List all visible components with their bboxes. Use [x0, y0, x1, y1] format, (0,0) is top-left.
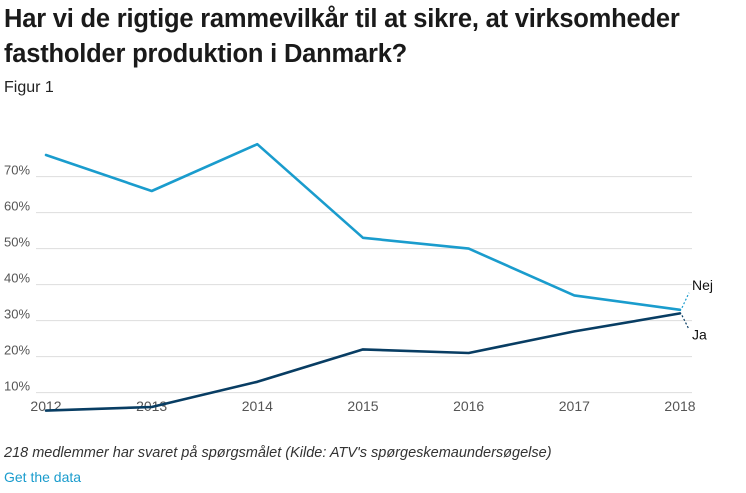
x-tick-label: 2015	[347, 398, 378, 414]
x-tick-label: 2017	[559, 398, 590, 414]
y-tick-label: 10%	[4, 379, 30, 394]
x-tick-label: 2018	[664, 398, 695, 414]
gridlines	[36, 176, 692, 394]
series-line-ja	[44, 312, 682, 412]
y-tick-label: 40%	[4, 271, 30, 286]
y-tick-label: 30%	[4, 307, 30, 322]
source-note: 218 medlemmer har svaret på spørgsmålet …	[4, 445, 552, 461]
series-label-ja: Ja	[692, 326, 707, 342]
x-axis-ticks: 2012 2013 2014 2015 2016 2017 2018	[30, 398, 695, 414]
y-tick-label: 60%	[4, 199, 30, 214]
label-leader-ja	[681, 315, 690, 330]
y-tick-label: 70%	[4, 163, 30, 178]
label-leader-nej	[681, 292, 690, 309]
y-tick-label: 50%	[4, 235, 30, 250]
figure-label: Figur 1	[4, 79, 54, 96]
series-labels: Nej Ja	[681, 277, 713, 342]
chart-title: Har vi de rigtige rammevilkår til at sik…	[4, 5, 680, 68]
series-line-nej	[44, 142, 682, 312]
series-label-nej: Nej	[692, 277, 713, 293]
y-axis-ticks: 10% 20% 30% 40% 50% 60% 70%	[4, 163, 30, 394]
get-the-data-link[interactable]: Get the data	[4, 469, 82, 485]
x-tick-label: 2014	[242, 398, 273, 414]
line-chart: 10%20%30%40%50%60%70% 2012 2013 2014 2015 20…	[4, 142, 713, 414]
x-tick-label: 2016	[453, 398, 484, 414]
y-tick-label: 20%	[4, 343, 30, 358]
series-lines	[44, 142, 682, 412]
